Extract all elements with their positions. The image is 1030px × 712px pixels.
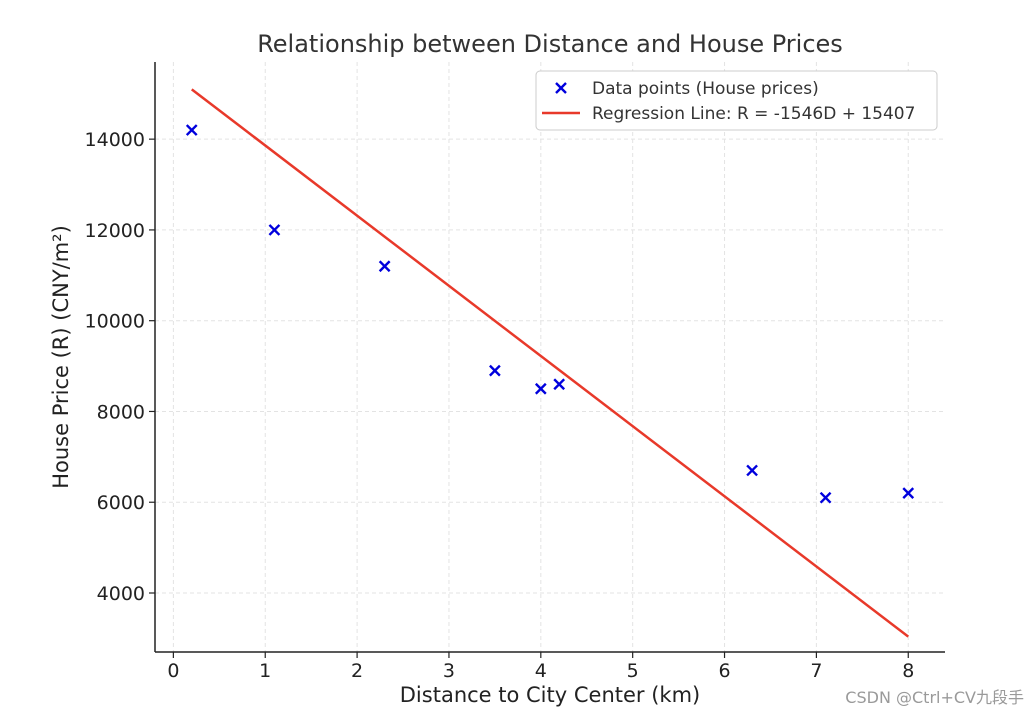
legend: Data points (House prices) Regression Lin… xyxy=(535,70,938,131)
data-point xyxy=(185,124,198,136)
y-tick-label: 8000 xyxy=(97,401,145,423)
x-tick-label: 2 xyxy=(351,660,363,682)
data-point-stroke xyxy=(902,487,915,500)
data-point xyxy=(553,378,566,391)
axes-layer xyxy=(154,62,945,653)
y-axis-label: House Price (R) (CNY/m²) xyxy=(49,225,73,489)
series-layer xyxy=(185,88,915,638)
data-point-stroke xyxy=(819,491,832,504)
data-point xyxy=(902,487,915,500)
x-tick-label: 5 xyxy=(627,660,639,682)
data-point-stroke xyxy=(746,464,758,477)
y-tick-label: 4000 xyxy=(97,583,145,605)
x-tick-label: 6 xyxy=(718,660,730,682)
data-point xyxy=(534,382,547,395)
data-point xyxy=(746,464,758,477)
data-point-stroke xyxy=(534,382,547,395)
data-point-stroke xyxy=(378,260,391,273)
legend-label-scatter: Data points (House prices) xyxy=(592,79,819,99)
data-point xyxy=(819,491,832,504)
y-tick-label: 6000 xyxy=(97,492,145,514)
data-point xyxy=(378,260,391,273)
x-tick-label: 1 xyxy=(259,660,271,682)
data-point-stroke xyxy=(268,224,281,236)
ticks-layer: 0 1 2 3 4 5 6 7 8 4000 6000 8000 10000 12000 14000 xyxy=(85,129,915,682)
data-point-stroke xyxy=(553,378,566,391)
x-tick-label: 0 xyxy=(167,660,179,682)
x-axis-label: Distance to City Center (km) xyxy=(400,683,700,707)
watermark: CSDN @Ctrl+CV九段手 xyxy=(845,688,1024,707)
legend-label-line: Regression Line: R = -1546D + 15407 xyxy=(592,104,915,124)
legend-scatter-marker xyxy=(555,82,567,94)
x-tick-label: 4 xyxy=(535,660,547,682)
y-tick-label: 14000 xyxy=(85,129,145,151)
x-tick-label: 3 xyxy=(443,660,455,682)
chart-title: Relationship between Distance and House … xyxy=(257,30,843,58)
data-point xyxy=(268,224,281,236)
x-tick-label: 7 xyxy=(810,660,822,682)
data-point-stroke xyxy=(185,124,198,136)
x-tick-label: 8 xyxy=(902,660,914,682)
data-point xyxy=(489,364,501,377)
y-tick-label: 10000 xyxy=(85,311,145,333)
y-tick-label: 12000 xyxy=(85,220,145,242)
data-point-stroke xyxy=(489,364,501,377)
regression-line xyxy=(190,88,910,638)
legend-box xyxy=(535,70,938,131)
